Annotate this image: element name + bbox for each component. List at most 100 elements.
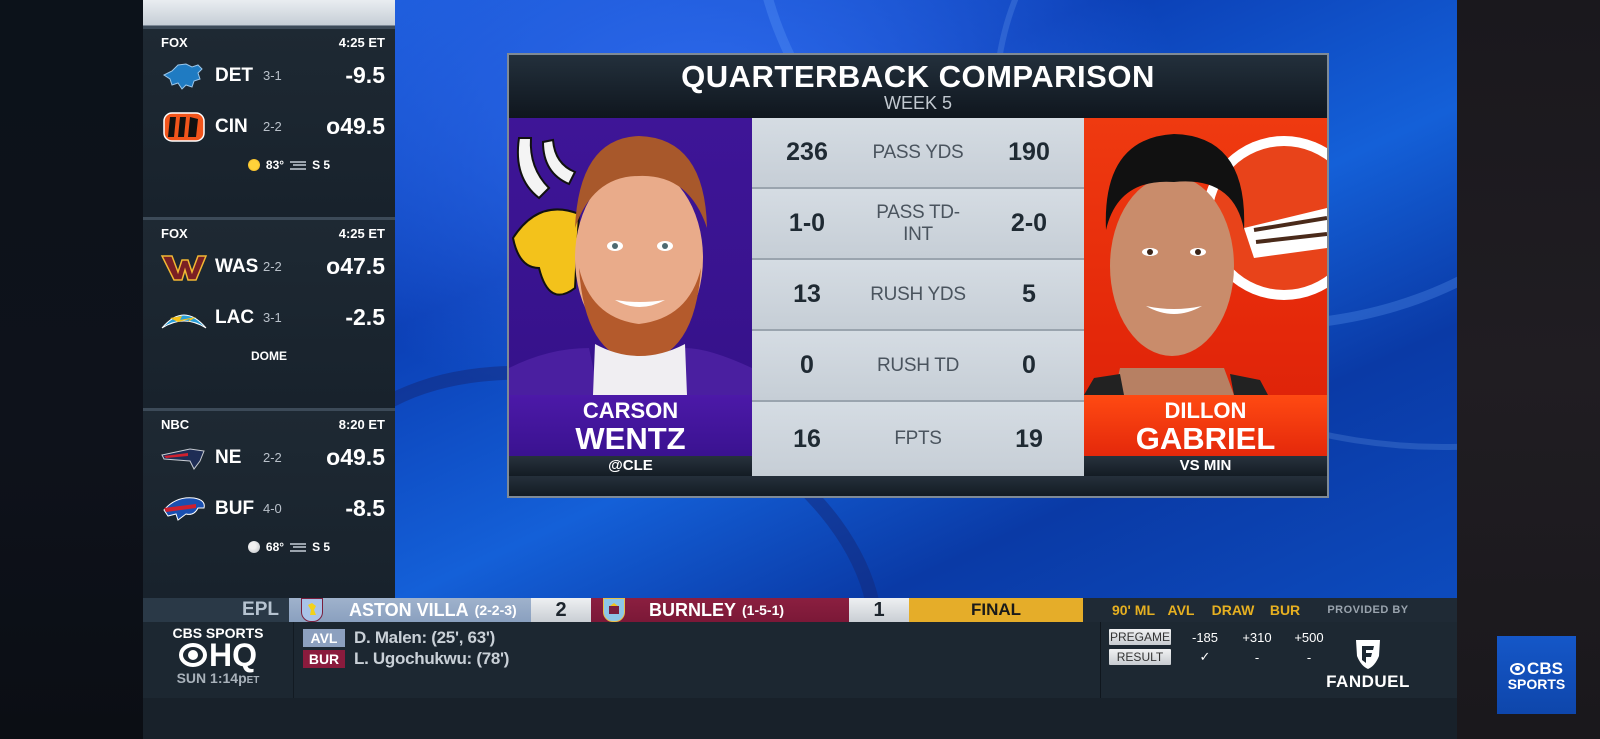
schedule-header-bar xyxy=(143,0,395,26)
odds-row: RESULT ✓ - - xyxy=(1109,648,1335,666)
fanduel-shield-icon xyxy=(1353,638,1383,672)
broadcast-timezone: ET xyxy=(246,675,260,686)
result-tab[interactable]: RESULT xyxy=(1109,649,1171,665)
away-score: 1 xyxy=(849,598,909,622)
wind-icon xyxy=(290,160,307,170)
team-tag: BUR xyxy=(303,650,345,668)
odds-value: +500 xyxy=(1294,629,1324,645)
odds-value: - xyxy=(1254,649,1260,665)
stat-row: 13 RUSH YDS 5 xyxy=(752,260,1084,331)
cbs-sports-app-icon[interactable]: CBS SPORTS xyxy=(1497,636,1576,714)
weather-row: 83° S 5 xyxy=(143,158,395,172)
wind-speed: S 5 xyxy=(312,158,331,172)
stat-right-value: 5 xyxy=(1022,280,1036,308)
wind-icon xyxy=(290,542,307,552)
weather-row: 68° S 5 xyxy=(143,540,395,554)
scorer-text: L. Ugochukwu: (78') xyxy=(354,649,510,668)
player-nameplate: DILLON GABRIEL xyxy=(1084,395,1327,456)
team-record: 4-0 xyxy=(263,501,282,516)
betting-line: o49.5 xyxy=(326,113,385,139)
venue-label: DOME xyxy=(251,349,287,363)
odds-value: +310 xyxy=(1242,629,1272,645)
network-label: FOX xyxy=(161,35,188,50)
team-row: LAC 3-1 -2.5 xyxy=(143,292,395,343)
game-card: FOX 4:25 ET WAS 2-2 o47.5 LAC 3-1 xyxy=(143,217,395,408)
bills-logo-icon xyxy=(159,492,209,526)
team-abbr: CIN xyxy=(215,115,248,137)
temperature: 83° xyxy=(265,158,285,172)
betting-line: -2.5 xyxy=(345,304,385,330)
cbs-sports-hq-logo: CBS SPORTS HQ SUN 1:14pET xyxy=(143,622,293,698)
card-footer-bar xyxy=(509,476,1327,496)
scorer-text: D. Malen: (25', 63') xyxy=(354,628,495,647)
stat-right-value: 0 xyxy=(1022,351,1036,379)
lions-logo-icon xyxy=(159,59,209,93)
wind-speed: S 5 xyxy=(312,540,331,554)
team-abbr: WAS xyxy=(215,255,259,277)
stat-row: 236 PASS YDS 190 xyxy=(752,118,1084,189)
ticker-lower-strip xyxy=(143,698,1457,739)
game-time: 8:20 ET xyxy=(338,417,385,432)
team-abbr: LAC xyxy=(215,306,255,328)
bengals-logo-icon xyxy=(159,110,209,144)
game-time: 4:25 ET xyxy=(338,35,385,50)
betting-line: o49.5 xyxy=(326,444,385,470)
player-first-name: DILLON xyxy=(1164,398,1247,423)
team-abbr: NE xyxy=(215,446,242,468)
stat-left-value: 16 xyxy=(793,424,821,453)
browns-helmet-icon xyxy=(1084,134,1327,395)
network-label: FOX xyxy=(161,226,188,241)
card-subtitle: WEEK 5 xyxy=(883,93,953,113)
player-matchup: VS MIN xyxy=(1084,456,1327,476)
broadcast-frame: FOX 4:25 ET DET 3-1 -9.5 CIN 2-2 xyxy=(143,0,1457,739)
team-row: DET 3-1 -9.5 xyxy=(143,50,395,101)
chargers-logo-icon xyxy=(159,301,209,335)
odds-header: 90' ML AVL DRAW BUR xyxy=(1083,598,1457,622)
player-photo xyxy=(1084,118,1327,395)
stat-row: 16 FPTS 19 xyxy=(752,402,1084,476)
stat-right-value: 19 xyxy=(1015,424,1043,453)
ticker-score-bar: EPL ASTON VILLA (2-2-3) 2 BURNLEY (1-5-1… xyxy=(143,598,1457,622)
home-team-record: (2-2-3) xyxy=(474,602,517,618)
away-team-name: BURNLEY xyxy=(649,599,737,620)
odds-header-label: BUR xyxy=(1269,602,1301,618)
stat-right-value: 2-0 xyxy=(1010,209,1048,237)
qb-comparison-card: QUARTERBACK COMPARISON WEEK 5 xyxy=(507,53,1329,498)
letterbox-right xyxy=(1457,0,1600,739)
stat-label: PASS TD-INT xyxy=(876,201,960,245)
score-ticker: EPL ASTON VILLA (2-2-3) 2 BURNLEY (1-5-1… xyxy=(143,598,1457,739)
scorer-row: BUR L. Ugochukwu: (78') xyxy=(303,649,509,669)
player-last-name: WENTZ xyxy=(575,421,686,456)
team-row: WAS 2-2 o47.5 xyxy=(143,241,395,292)
aston-villa-crest-icon xyxy=(301,598,323,622)
player-last-name: GABRIEL xyxy=(1135,421,1276,456)
game-time: 4:25 ET xyxy=(338,226,385,241)
fanduel-logo: FANDUEL xyxy=(1313,638,1423,692)
pregame-tab[interactable]: PREGAME xyxy=(1109,629,1171,645)
commanders-logo-icon xyxy=(159,250,209,284)
sponsor-name: FANDUEL xyxy=(1326,672,1410,691)
temperature: 68° xyxy=(265,540,285,554)
stat-label: RUSH TD xyxy=(877,354,959,376)
home-score: 2 xyxy=(531,598,591,622)
odds-header-label: 90' ML xyxy=(1111,602,1155,618)
betting-line: o47.5 xyxy=(326,253,385,279)
league-label: EPL xyxy=(143,598,289,622)
nfl-schedule-panel: FOX 4:25 ET DET 3-1 -9.5 CIN 2-2 xyxy=(143,0,395,600)
stat-row: 1-0 PASS TD-INT 2-0 xyxy=(752,189,1084,260)
stat-label: PASS YDS xyxy=(872,141,964,163)
team-row: BUF 4-0 -8.5 xyxy=(143,483,395,534)
check-icon: ✓ xyxy=(1199,649,1211,664)
stat-left-value: 13 xyxy=(793,280,821,308)
player-panel-right: DILLON GABRIEL VS MIN xyxy=(1084,118,1327,476)
team-record: 2-2 xyxy=(263,119,282,134)
letterbox-left xyxy=(0,0,143,739)
stat-left-value: 1-0 xyxy=(788,209,826,237)
stat-left-value: 236 xyxy=(786,138,828,166)
team-record: 2-2 xyxy=(263,259,282,274)
player-first-name: CARSON xyxy=(582,398,679,423)
away-team-bar: BURNLEY (1-5-1) xyxy=(591,598,849,622)
team-record: 3-1 xyxy=(263,68,282,83)
home-team-bar: ASTON VILLA (2-2-3) xyxy=(289,598,531,622)
